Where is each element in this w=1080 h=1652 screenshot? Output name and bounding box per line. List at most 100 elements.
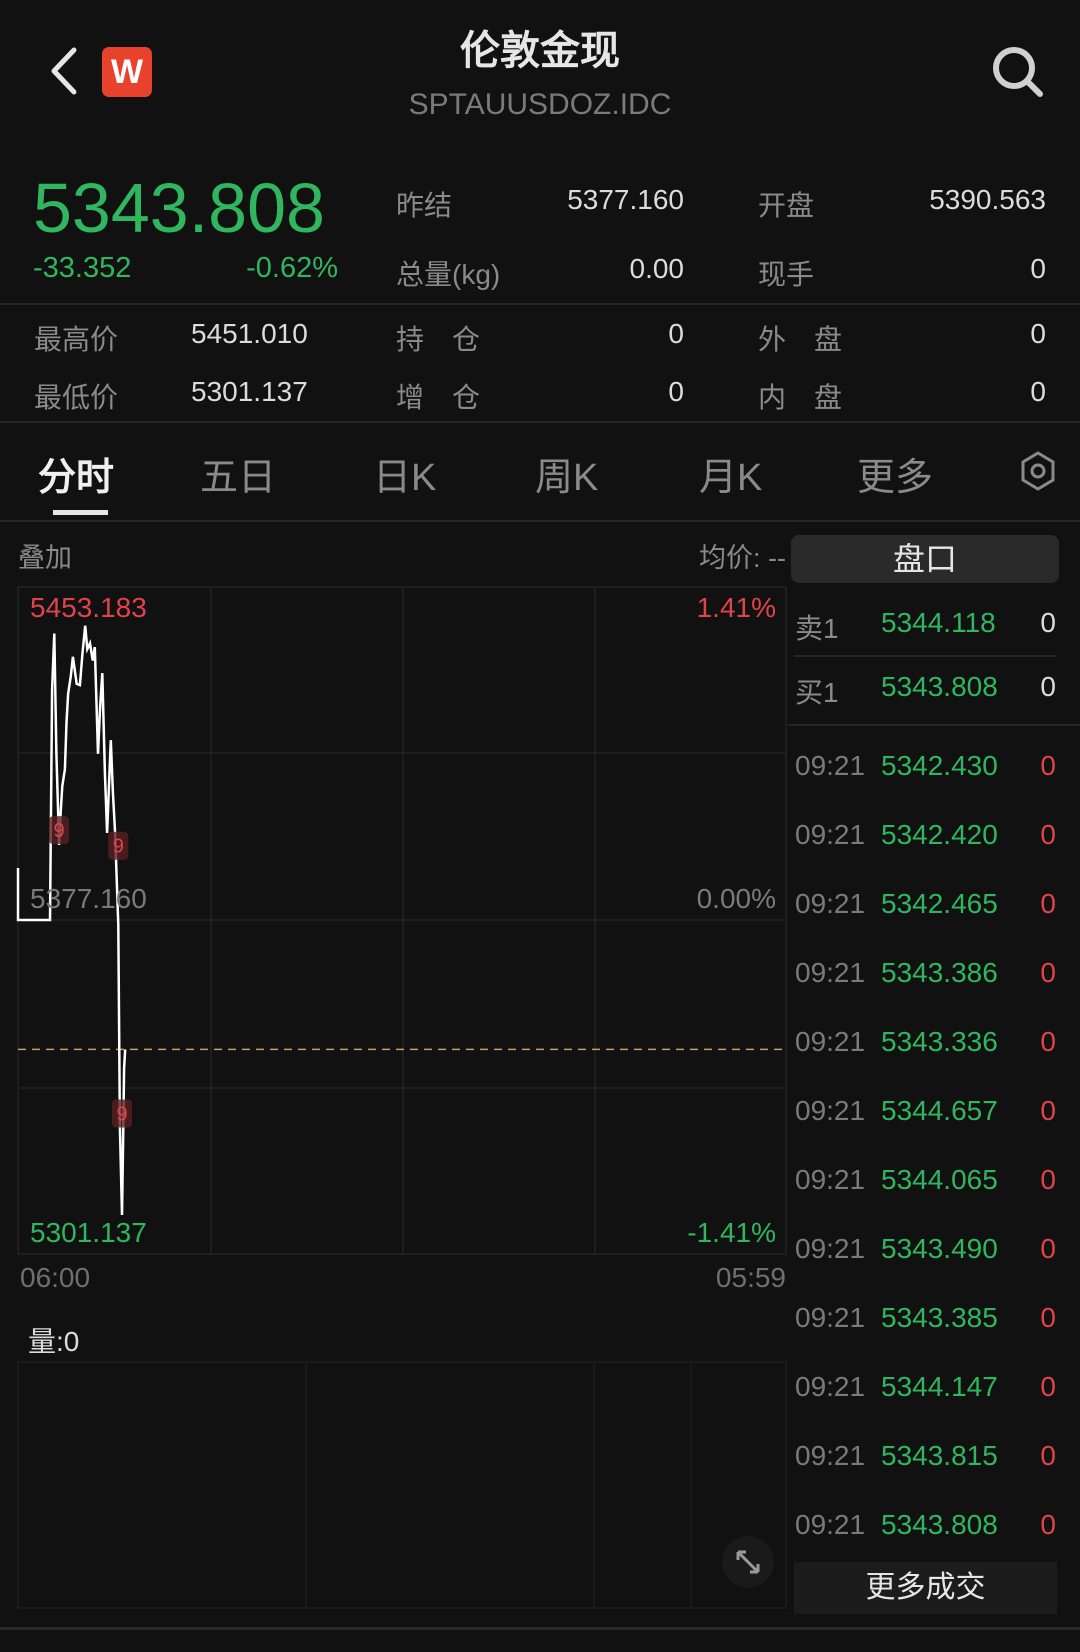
active-tab-indicator <box>53 510 108 515</box>
volume-frame <box>17 1361 787 1609</box>
trade-qty: 0 <box>1040 819 1056 850</box>
stat-value: 5390.563 <box>929 184 1046 215</box>
marker-label: 9 <box>113 836 124 858</box>
stat-value: 0 <box>1030 318 1046 349</box>
trade-price: 5343.808 <box>881 1509 998 1540</box>
trade-price: 5343.385 <box>881 1302 998 1333</box>
trade-time: 09:21 <box>795 957 866 988</box>
trade-qty: 0 <box>1040 1302 1056 1333</box>
tab-intraday[interactable]: 分时 <box>38 457 115 499</box>
tab-daily-k[interactable]: 日K <box>373 457 437 499</box>
trade-time: 09:21 <box>795 750 866 781</box>
order-level-row: 卖1 5344.118 0 <box>790 607 1060 647</box>
stat-label: 开盘 <box>758 190 815 221</box>
tab-more[interactable]: 更多 <box>857 457 934 499</box>
trade-row: 09:21 5343.385 0 <box>790 1302 1060 1342</box>
divider <box>0 303 1080 305</box>
trade-qty: 0 <box>1040 1233 1056 1264</box>
x-end-label: 05:59 <box>715 1262 786 1293</box>
trade-price: 5343.386 <box>881 957 998 988</box>
y-mid-label: 5377.160 <box>30 883 147 914</box>
trade-time: 09:21 <box>795 1509 866 1540</box>
stat-label: 最低价 <box>34 382 119 413</box>
price-change: -33.352 <box>33 252 132 284</box>
fullscreen-button[interactable] <box>722 1536 774 1588</box>
trade-time: 09:21 <box>795 1026 866 1057</box>
marker-label: 9 <box>54 820 65 842</box>
stat-label: 持 仓 <box>396 324 481 355</box>
pct-mid-label: 0.00% <box>696 883 776 914</box>
trade-row: 09:21 5343.815 0 <box>790 1440 1060 1480</box>
trade-qty: 0 <box>1040 957 1056 988</box>
price-change-pct: -0.62% <box>246 252 338 284</box>
trade-qty: 0 <box>1040 1095 1056 1126</box>
trade-time: 09:21 <box>795 888 866 919</box>
stat-label: 总量(kg) <box>396 259 501 290</box>
expand-arrows-icon <box>736 1550 760 1574</box>
last-price: 5343.808 <box>33 169 325 247</box>
trade-qty: 0 <box>1040 888 1056 919</box>
trade-row: 09:21 5343.490 0 <box>790 1233 1060 1273</box>
stat-label: 昨结 <box>396 190 453 221</box>
trade-time: 09:21 <box>795 1233 866 1264</box>
trade-qty: 0 <box>1040 1026 1056 1057</box>
divider <box>794 655 1056 657</box>
stat-value: 0 <box>1030 376 1046 407</box>
search-button[interactable] <box>990 44 1046 100</box>
trade-qty: 0 <box>1040 1509 1056 1540</box>
level-price: 5343.808 <box>881 671 998 702</box>
trade-row: 09:21 5343.386 0 <box>790 957 1060 997</box>
trade-price: 5342.465 <box>881 888 998 919</box>
marker-badge <box>49 816 70 845</box>
pct-max-label: 1.41% <box>696 592 776 623</box>
level-qty: 0 <box>1040 607 1056 638</box>
trade-row: 09:21 5342.465 0 <box>790 888 1060 928</box>
marker-label: 9 <box>116 1103 127 1125</box>
more-trades-button[interactable]: 更多成交 <box>794 1562 1057 1614</box>
trade-row: 09:21 5344.065 0 <box>790 1164 1060 1204</box>
intraday-chart[interactable]: 9 9 9 <box>0 0 790 1652</box>
y-max-label: 5453.183 <box>30 592 147 623</box>
marker-badge <box>112 1099 132 1128</box>
trade-price: 5344.065 <box>881 1164 998 1195</box>
stat-label: 最高价 <box>34 324 119 355</box>
tab-monthly-k[interactable]: 月K <box>699 457 763 499</box>
stat-label: 外 盘 <box>758 324 843 355</box>
chart-settings-button[interactable] <box>1020 450 1056 492</box>
stat-value: 5451.010 <box>191 318 308 349</box>
stat-value: 5301.137 <box>191 376 308 407</box>
volume-label: 量:0 <box>28 1326 80 1357</box>
order-book-button[interactable]: 盘口 <box>791 535 1059 583</box>
overlay-button[interactable]: 叠加 <box>18 543 72 573</box>
tab-weekly-k[interactable]: 周K <box>535 457 599 499</box>
y-min-label: 5301.137 <box>30 1217 147 1248</box>
level-qty: 0 <box>1040 671 1056 702</box>
trade-qty: 0 <box>1040 1164 1056 1195</box>
trade-time: 09:21 <box>795 819 866 850</box>
stat-value: 0.00 <box>629 253 685 284</box>
trade-time: 09:21 <box>795 1371 866 1402</box>
trade-row: 09:21 5343.808 0 <box>790 1509 1060 1549</box>
search-icon <box>993 47 1043 97</box>
trade-qty: 0 <box>1040 750 1056 781</box>
trade-row: 09:21 5344.657 0 <box>790 1095 1060 1135</box>
divider <box>0 421 1080 423</box>
symbol-code: SPTAUUSDOZ.IDC <box>408 88 672 121</box>
chevron-left-icon <box>51 47 77 95</box>
trade-qty: 0 <box>1040 1440 1056 1471</box>
stat-label: 现手 <box>758 259 815 290</box>
avg-price: 均价: -- <box>699 543 786 573</box>
stat-label: 内 盘 <box>758 382 843 413</box>
page-title: 伦敦金现 <box>460 29 620 73</box>
trade-time: 09:21 <box>795 1164 866 1195</box>
trade-time: 09:21 <box>795 1302 866 1333</box>
gear-hexagon-icon <box>1021 451 1055 491</box>
trade-row: 09:21 5342.430 0 <box>790 750 1060 790</box>
back-button[interactable] <box>44 46 84 96</box>
tab-five-day[interactable]: 五日 <box>200 457 277 499</box>
marker-badge <box>108 831 129 860</box>
level-price: 5344.118 <box>881 607 996 638</box>
x-start-label: 06:00 <box>20 1262 91 1293</box>
trade-price: 5344.147 <box>881 1371 998 1402</box>
trade-time: 09:21 <box>795 1440 866 1471</box>
